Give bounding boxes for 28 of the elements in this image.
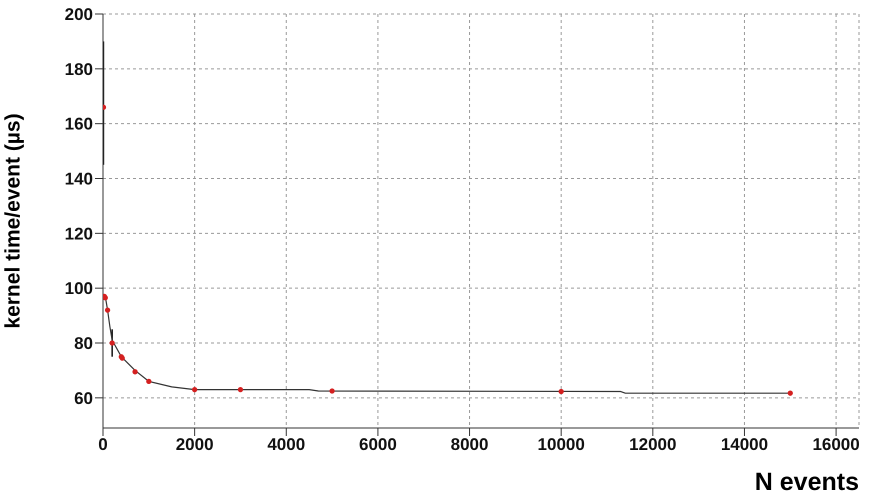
- point: [146, 378, 152, 384]
- x-tick-label: 4000: [267, 435, 306, 454]
- y-tick-label: 200: [64, 5, 93, 24]
- x-tick-label: 10000: [538, 435, 585, 454]
- point: [788, 390, 793, 396]
- point: [110, 340, 115, 346]
- x-tick-label: 6000: [358, 435, 397, 454]
- y-axis-title: kernel time/event (µs): [1, 113, 24, 329]
- point: [329, 388, 335, 394]
- x-axis-title: N events: [754, 468, 859, 497]
- y-tick-label: 60: [74, 388, 93, 408]
- point: [104, 307, 110, 313]
- point: [132, 369, 138, 374]
- x-tick-label: 16000: [812, 435, 860, 454]
- y-tick-label: 80: [74, 334, 93, 354]
- y-tick-label: 180: [64, 60, 93, 79]
- point: [238, 386, 244, 392]
- x-tick-label: 12000: [629, 435, 676, 454]
- point: [192, 386, 198, 392]
- x-tick-label: 0: [98, 435, 108, 454]
- y-tick-label: 140: [64, 170, 93, 189]
- y-tick-label: 120: [64, 224, 93, 244]
- point: [558, 388, 564, 394]
- x-tick-label: 14000: [720, 435, 768, 454]
- x-tick-label: 2000: [176, 435, 214, 454]
- y-tick-label: 100: [64, 279, 93, 298]
- y-tick-label: 160: [64, 114, 93, 134]
- x-tick-label: 8000: [450, 435, 488, 454]
